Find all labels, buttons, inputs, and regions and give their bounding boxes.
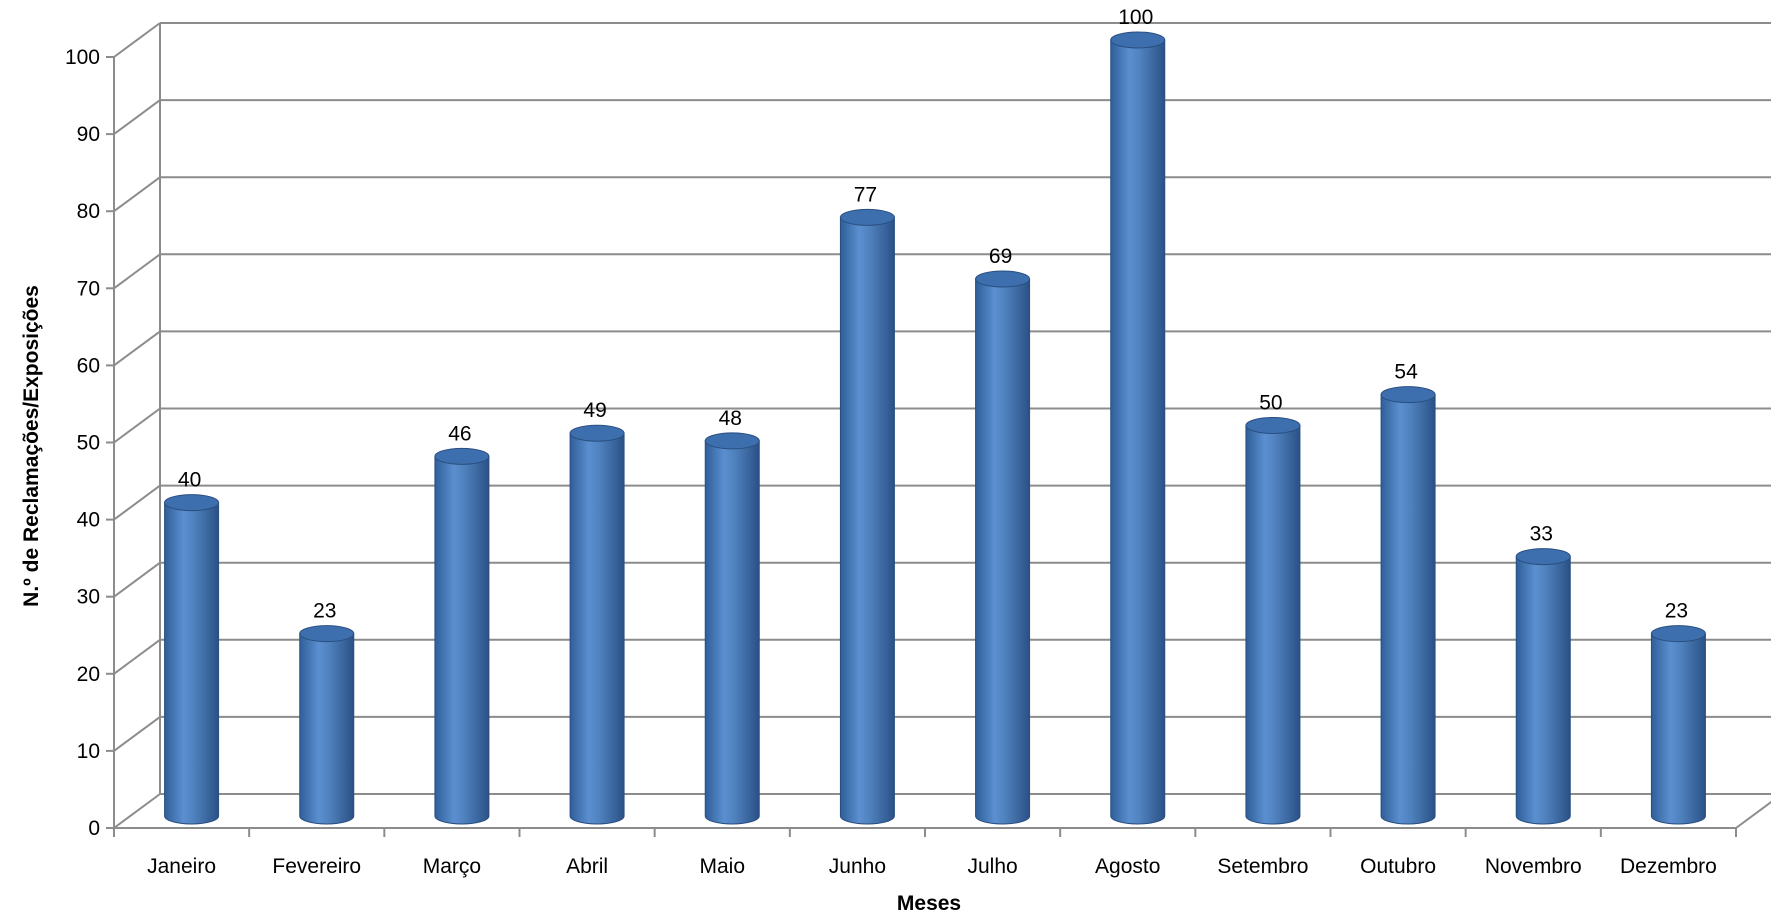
bars-layer (164, 31, 1706, 825)
data-label: 23 (313, 600, 336, 623)
gridline-diagonal (113, 561, 161, 598)
x-tick-label: Abril (566, 855, 608, 878)
data-label: 50 (1259, 392, 1282, 415)
bar-top (839, 208, 895, 226)
gridline-diagonal (113, 716, 161, 752)
data-label: 23 (1665, 600, 1688, 623)
x-tick-label: Janeiro (147, 855, 216, 878)
gridline-diagonal (113, 793, 161, 829)
x-axis-title: Meses (897, 892, 961, 915)
y-tick-label: 40 (77, 509, 100, 532)
bar-top (164, 494, 220, 512)
labels-layer: 0 10 20 30 40 50 60 70 80 90 100 40 Janeiro 23 Feverei… (65, 6, 1717, 878)
data-label: 46 (448, 422, 471, 445)
bar (569, 432, 625, 825)
bar (1515, 556, 1571, 825)
bar (975, 278, 1031, 825)
gridline-diagonal (113, 22, 161, 58)
x-tick-label: Fevereiro (272, 855, 361, 878)
y-axis-title: N.º de Reclamações/Exposições (20, 285, 43, 607)
x-tick-label: Dezembro (1620, 855, 1717, 878)
y-tick-label: 90 (77, 123, 100, 146)
bar-top (1110, 31, 1166, 49)
bar (164, 502, 220, 825)
data-label: 69 (989, 245, 1012, 268)
y-tick-label: 80 (77, 200, 100, 223)
bar (1380, 394, 1436, 825)
x-tick-label: Março (423, 855, 481, 878)
bar-top (1245, 417, 1301, 434)
x-tick-label: Junho (829, 855, 886, 878)
bar-top (569, 424, 625, 442)
data-label: 77 (854, 183, 877, 206)
bar (1650, 633, 1706, 825)
bar-top (299, 625, 355, 643)
bar (839, 216, 895, 825)
x-tick-label: Agosto (1095, 855, 1160, 878)
gridline-diagonal (113, 638, 161, 675)
floor-right-edge (1735, 800, 1771, 829)
y-tick-label: 20 (77, 663, 100, 686)
gridline-diagonal (113, 99, 161, 135)
y-tick-label: 100 (65, 46, 100, 69)
y-tick-label: 10 (77, 740, 100, 763)
bar (434, 455, 490, 825)
data-label: 40 (178, 469, 201, 492)
gridline-diagonal (113, 330, 161, 367)
bar-top (1380, 386, 1436, 404)
grid-layer (106, 22, 1771, 837)
bar (1245, 425, 1301, 825)
x-tick-label: Setembro (1217, 855, 1308, 878)
bar-top (1650, 625, 1706, 643)
x-tick-label: Outubro (1360, 855, 1436, 878)
bar (704, 440, 760, 825)
gridline-diagonal (113, 407, 161, 444)
bar-top (975, 270, 1031, 288)
data-label: 54 (1394, 361, 1418, 384)
data-label: 100 (1118, 6, 1153, 29)
data-label: 49 (583, 399, 606, 422)
y-tick-label: 70 (77, 277, 100, 300)
data-label: 48 (719, 407, 742, 430)
bar-top (434, 447, 490, 465)
x-tick-label: Julho (967, 855, 1017, 878)
bar (299, 633, 355, 825)
x-tick-label: Novembro (1485, 855, 1582, 878)
y-tick-label: 30 (77, 586, 100, 609)
y-tick-label: 0 (88, 817, 100, 840)
y-tick-label: 60 (77, 354, 100, 377)
bar-top (1515, 548, 1571, 566)
data-label: 33 (1530, 523, 1553, 546)
bar-top (704, 432, 760, 450)
y-tick-label: 50 (77, 432, 100, 455)
gridline-diagonal (113, 253, 161, 290)
gridline-diagonal (113, 176, 161, 213)
gridline-diagonal (113, 484, 161, 521)
x-tick-label: Maio (699, 855, 745, 878)
bar (1110, 39, 1166, 825)
